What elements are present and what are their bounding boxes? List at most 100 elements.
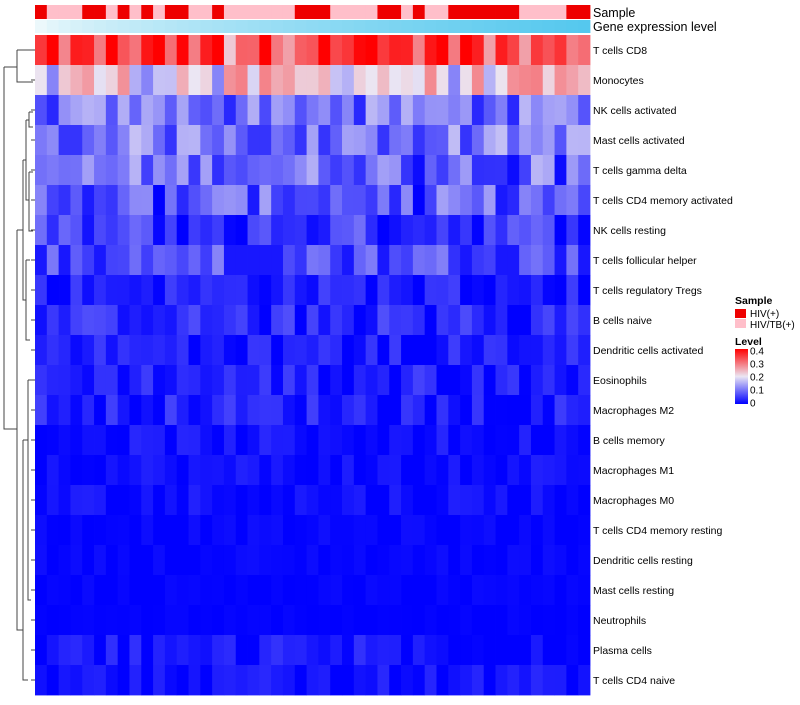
- heatmap-cell: [578, 125, 591, 156]
- heatmap-cell: [401, 95, 414, 126]
- heatmap-cell: [271, 395, 284, 426]
- expression-annotation-cell: [105, 20, 119, 33]
- heatmap-cell: [306, 395, 319, 426]
- heatmap-cell: [188, 425, 201, 456]
- heatmap-cell: [448, 365, 461, 396]
- heatmap-cell: [566, 605, 579, 636]
- dendrogram-branch: [25, 120, 29, 201]
- heatmap-cell: [566, 455, 579, 486]
- heatmap-cell: [141, 215, 154, 246]
- heatmap-cell: [460, 395, 473, 426]
- heatmap-cell: [519, 335, 532, 366]
- heatmap-cell: [58, 635, 71, 666]
- heatmap-cell: [105, 125, 119, 156]
- heatmap-cell: [448, 515, 461, 546]
- heatmap-cell: [200, 95, 213, 126]
- heatmap-cell: [342, 95, 355, 126]
- heatmap-cell: [507, 515, 520, 546]
- row-label: T cells follicular helper: [593, 255, 697, 267]
- heatmap-cell: [129, 185, 142, 216]
- heatmap-cell: [212, 485, 225, 516]
- heatmap-cell: [153, 395, 166, 426]
- heatmap-cell: [401, 155, 414, 186]
- heatmap-cell: [495, 395, 508, 426]
- heatmap-cell: [129, 365, 142, 396]
- heatmap-cell: [330, 545, 343, 576]
- heatmap-cell: [566, 35, 579, 66]
- heatmap-cell: [460, 665, 473, 696]
- legend-swatch-hiv: [735, 309, 746, 318]
- expression-annotation-cell: [471, 20, 485, 33]
- heatmap-cell: [212, 425, 225, 456]
- heatmap-cell: [365, 485, 378, 516]
- heatmap-cell: [318, 395, 331, 426]
- heatmap-cell: [35, 455, 48, 486]
- heatmap-cell: [164, 395, 178, 426]
- row-label: Dendritic cells activated: [593, 345, 703, 357]
- heatmap-cell: [519, 395, 532, 426]
- heatmap-cell: [164, 335, 178, 366]
- heatmap-cell: [566, 365, 579, 396]
- sample-annotation-cell: [94, 5, 107, 19]
- legend-swatch-hivtb: [735, 319, 746, 328]
- heatmap-cell: [436, 275, 449, 306]
- heatmap-cell: [117, 665, 130, 696]
- heatmap-cell: [164, 545, 178, 576]
- heatmap-cell: [176, 365, 189, 396]
- heatmap-cell: [188, 635, 201, 666]
- expression-annotation-cell: [94, 20, 107, 33]
- heatmap-cell: [58, 125, 71, 156]
- heatmap-cell: [82, 455, 95, 486]
- heatmap-cell: [188, 245, 201, 276]
- heatmap-cell: [578, 35, 591, 66]
- heatmap-cell: [412, 245, 426, 276]
- heatmap-cell: [58, 395, 71, 426]
- heatmap-cell: [129, 245, 142, 276]
- heatmap-cell: [424, 125, 437, 156]
- heatmap-cell: [82, 665, 95, 696]
- heatmap-cell: [141, 275, 154, 306]
- heatmap-cell: [342, 575, 355, 606]
- heatmap-cell: [294, 35, 307, 66]
- heatmap-cell: [507, 455, 520, 486]
- heatmap-cell: [70, 125, 83, 156]
- heatmap-cell: [377, 305, 390, 336]
- heatmap-cell: [353, 305, 367, 336]
- heatmap-cell: [471, 455, 485, 486]
- heatmap-cell: [330, 305, 343, 336]
- heatmap-cell: [507, 395, 520, 426]
- heatmap-cell: [153, 575, 166, 606]
- heatmap-cell: [164, 305, 178, 336]
- heatmap-cell: [519, 455, 532, 486]
- expression-annotation-cell: [117, 20, 130, 33]
- heatmap-cell: [188, 35, 201, 66]
- heatmap-cell: [176, 515, 189, 546]
- heatmap-cell: [542, 635, 555, 666]
- heatmap-cell: [153, 335, 166, 366]
- heatmap-cell: [164, 215, 178, 246]
- heatmap-cell: [448, 545, 461, 576]
- heatmap-cell: [223, 545, 237, 576]
- expression-annotation-cell: [566, 20, 579, 33]
- heatmap-cell: [235, 125, 248, 156]
- heatmap-cell: [306, 665, 319, 696]
- heatmap-cell: [483, 185, 496, 216]
- sample-annotation-cell: [259, 5, 272, 19]
- heatmap-cell: [578, 95, 591, 126]
- heatmap-cell: [330, 575, 343, 606]
- heatmap-cell: [58, 365, 71, 396]
- heatmap-cell: [70, 335, 83, 366]
- legend-tick-label: 0.1: [750, 386, 764, 397]
- heatmap-cell: [164, 425, 178, 456]
- heatmap-cell: [578, 455, 591, 486]
- expression-annotation-cell: [70, 20, 83, 33]
- heatmap-cell: [176, 485, 189, 516]
- heatmap-cell: [495, 455, 508, 486]
- heatmap-cell: [377, 575, 390, 606]
- heatmap-cell: [471, 485, 485, 516]
- heatmap-cell: [294, 455, 307, 486]
- heatmap-cell: [401, 215, 414, 246]
- heatmap-cell: [259, 215, 272, 246]
- heatmap-cell: [353, 275, 367, 306]
- heatmap-cell: [35, 185, 48, 216]
